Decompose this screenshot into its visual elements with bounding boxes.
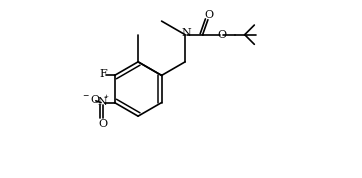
Text: O: O — [218, 30, 227, 40]
Text: $^-$O: $^-$O — [81, 93, 102, 105]
Text: F: F — [99, 69, 107, 79]
Text: $^+$: $^+$ — [102, 94, 109, 103]
Text: N: N — [98, 97, 108, 107]
Text: N: N — [181, 28, 191, 38]
Text: O: O — [98, 119, 108, 129]
Text: O: O — [204, 10, 213, 20]
